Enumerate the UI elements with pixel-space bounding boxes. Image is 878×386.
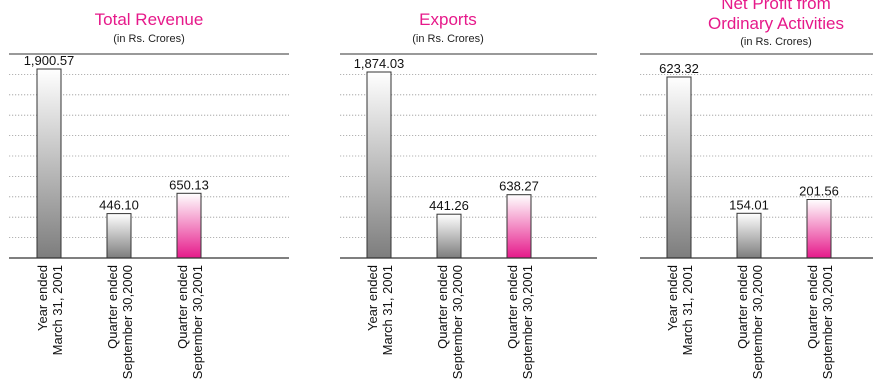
chart-subtitle: (in Rs. Crores) xyxy=(113,33,185,45)
category-label: March 31, 2001 xyxy=(380,265,395,355)
category-label: September 30,2001 xyxy=(190,265,205,379)
data-label: 1,900.57 xyxy=(24,53,75,68)
chart-subtitle: (in Rs. Crores) xyxy=(740,36,812,48)
bar xyxy=(436,213,462,259)
category-label: September 30,2001 xyxy=(820,265,835,379)
category-label: Quarter ended xyxy=(435,265,450,349)
chart-1: Total Revenue (in Rs. Crores) 1,900.57 Year… xyxy=(9,10,289,379)
category-label: September 30,2001 xyxy=(520,265,535,379)
category-label: Quarter ended xyxy=(175,265,190,349)
data-label: 650.13 xyxy=(169,177,209,192)
category-label: Quarter ended xyxy=(505,265,520,349)
category-label: Quarter ended xyxy=(805,265,820,349)
category-label: Year ended xyxy=(665,265,680,331)
chart-2: Exports (in Rs. Crores) 1,874.03 Year ended… xyxy=(340,10,597,379)
bar xyxy=(666,76,692,259)
category-label: Quarter ended xyxy=(735,265,750,349)
bar xyxy=(736,212,762,259)
bar xyxy=(176,192,202,259)
data-label: 201.56 xyxy=(799,184,839,199)
data-label: 1,874.03 xyxy=(354,56,405,71)
data-label: 446.10 xyxy=(99,198,139,213)
category-label: September 30,2000 xyxy=(450,265,465,379)
bar xyxy=(806,199,832,259)
bar xyxy=(506,194,532,259)
category-label: September 30,2000 xyxy=(120,265,135,379)
chart-title: Exports xyxy=(419,10,477,29)
category-label: Year ended xyxy=(365,265,380,331)
data-label: 441.26 xyxy=(429,198,469,213)
bar xyxy=(366,71,392,259)
data-label: 623.32 xyxy=(659,61,699,76)
data-label: 638.27 xyxy=(499,179,539,194)
category-label: March 31, 2001 xyxy=(680,265,695,355)
chart-subtitle: (in Rs. Crores) xyxy=(412,33,484,45)
chart-title: Ordinary Activities xyxy=(708,14,844,33)
data-label: 154.01 xyxy=(729,197,769,212)
bar xyxy=(106,213,132,259)
category-label: Quarter ended xyxy=(105,265,120,349)
category-label: Year ended xyxy=(35,265,50,331)
chart-title: Net Profit from xyxy=(721,0,831,13)
chart-title: Total Revenue xyxy=(95,10,204,29)
category-label: September 30,2000 xyxy=(750,265,765,379)
category-label: March 31, 2001 xyxy=(50,265,65,355)
bar xyxy=(36,68,62,259)
